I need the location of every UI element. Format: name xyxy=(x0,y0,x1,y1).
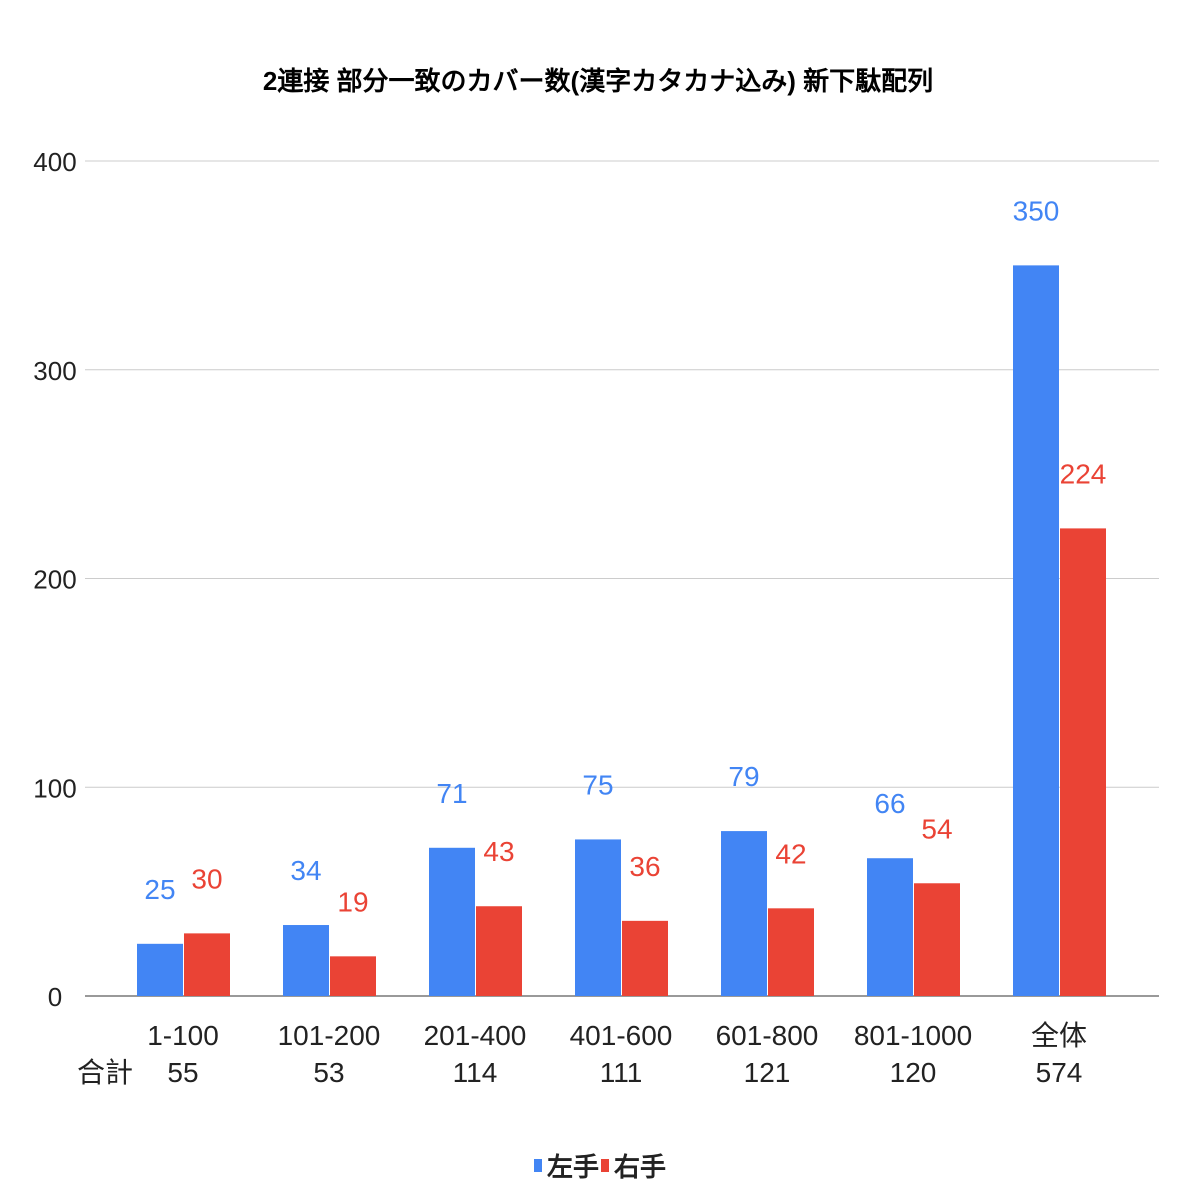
x-tick-label: 101-200 xyxy=(278,1020,381,1051)
chart-title: 2連接 部分一致のカバー数(漢字カタカナ込み) 新下駄配列 xyxy=(263,66,933,96)
bar-right-hand xyxy=(768,908,814,996)
bar-left-hand xyxy=(429,847,475,996)
x-tick-label: 601-800 xyxy=(716,1020,819,1051)
bar-left-hand xyxy=(283,925,329,996)
bar-left-hand xyxy=(575,839,621,996)
bar-left-hand xyxy=(137,943,183,996)
bar-right-hand xyxy=(476,906,522,996)
data-label: 34 xyxy=(290,855,321,886)
bar-right-hand xyxy=(622,920,668,996)
x-tick-label: 401-600 xyxy=(570,1020,673,1051)
total-label: 114 xyxy=(453,1057,498,1088)
legend-label: 左手 xyxy=(547,1152,599,1182)
data-label: 36 xyxy=(629,851,660,882)
data-label: 75 xyxy=(582,769,613,800)
y-tick-label: 100 xyxy=(33,773,76,803)
legend: 左手 右手 xyxy=(534,1152,666,1182)
bar-left-hand xyxy=(721,831,767,996)
bar-right-hand xyxy=(1060,528,1106,996)
data-label: 66 xyxy=(874,788,905,819)
totals-row-label: 合計 xyxy=(77,1057,133,1088)
bar-right-hand xyxy=(914,883,960,996)
legend-label: 右手 xyxy=(614,1152,666,1182)
data-label: 30 xyxy=(191,863,222,894)
y-tick-label: 0 xyxy=(48,982,62,1012)
data-label: 19 xyxy=(337,886,368,917)
data-label: 54 xyxy=(921,813,952,844)
x-tick-label: 801-1000 xyxy=(854,1020,972,1051)
data-label: 42 xyxy=(775,838,806,869)
bar-left-hand xyxy=(1013,265,1059,996)
bar-left-hand xyxy=(867,858,913,996)
x-tick-label: 201-400 xyxy=(424,1020,527,1051)
bar-right-hand xyxy=(330,956,376,996)
total-label: 53 xyxy=(313,1057,344,1088)
data-label: 25 xyxy=(144,874,175,905)
data-label: 350 xyxy=(1013,195,1060,226)
x-tick-label: 全体 xyxy=(1031,1020,1087,1051)
data-label: 43 xyxy=(483,836,514,867)
total-label: 55 xyxy=(167,1057,198,1088)
y-tick-label: 300 xyxy=(33,356,76,386)
total-label: 111 xyxy=(600,1057,643,1088)
total-label: 574 xyxy=(1036,1057,1083,1088)
legend-swatch xyxy=(601,1159,609,1172)
data-label: 79 xyxy=(728,761,759,792)
legend-swatch xyxy=(534,1159,542,1172)
data-label: 71 xyxy=(436,778,467,809)
y-tick-label: 200 xyxy=(33,565,76,595)
x-tick-label: 1-100 xyxy=(147,1020,219,1051)
total-label: 121 xyxy=(744,1057,791,1088)
data-label: 224 xyxy=(1060,458,1107,489)
bar-right-hand xyxy=(184,933,230,996)
y-tick-label: 400 xyxy=(33,147,76,177)
total-label: 120 xyxy=(890,1057,937,1088)
